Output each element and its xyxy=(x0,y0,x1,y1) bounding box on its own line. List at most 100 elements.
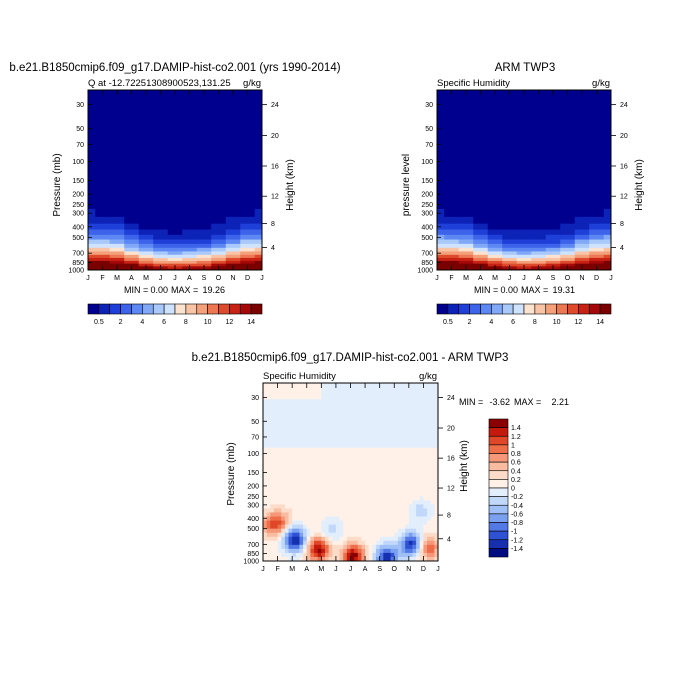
contour-cell xyxy=(531,257,547,262)
contour-cell xyxy=(361,496,366,501)
contour-cell xyxy=(292,391,297,396)
contour-cell xyxy=(284,443,289,449)
contour-cell xyxy=(277,532,282,538)
contour-cell xyxy=(390,532,395,538)
contour-cell xyxy=(390,484,395,489)
contour-cell xyxy=(350,455,355,461)
contour-cell xyxy=(361,391,366,396)
contour-cell xyxy=(138,124,154,163)
contour-cell xyxy=(281,407,286,412)
contour-cell xyxy=(299,403,304,408)
contour-cell xyxy=(266,403,271,408)
contour-cell xyxy=(574,257,590,262)
contour-cell xyxy=(516,216,532,225)
contour-cell xyxy=(412,480,417,485)
contour-cell xyxy=(473,254,489,259)
contour-cell xyxy=(423,431,428,436)
contour-cell xyxy=(299,395,304,400)
contour-cell xyxy=(317,407,322,412)
contour-cell xyxy=(284,395,289,400)
contour-cell xyxy=(303,459,308,465)
contour-cell xyxy=(368,387,373,392)
contour-cell xyxy=(397,391,402,396)
contour-cell xyxy=(310,544,315,550)
contour-cell xyxy=(270,540,275,546)
contour-cell xyxy=(372,488,377,493)
contour-cell xyxy=(357,520,362,525)
contour-cell xyxy=(263,423,268,428)
contour-cell xyxy=(288,443,293,449)
contour-cell xyxy=(292,431,297,436)
contour-cell xyxy=(430,516,435,521)
contour-cell xyxy=(124,162,140,193)
contour-cell xyxy=(419,508,424,513)
x-tick-label: J xyxy=(436,566,440,573)
contour-cell xyxy=(401,512,406,517)
x-tick-label: F xyxy=(100,275,104,282)
contour-cell xyxy=(153,192,169,210)
contour-cell xyxy=(88,162,96,193)
contour-cell xyxy=(281,443,286,449)
contour-cell xyxy=(240,223,256,230)
contour-cell xyxy=(95,254,111,259)
contour-cell xyxy=(361,463,366,469)
contour-cell xyxy=(350,467,355,473)
contour-cell xyxy=(416,504,421,509)
contour-cell xyxy=(401,447,406,453)
contour-cell xyxy=(324,476,330,481)
contour-cell xyxy=(339,447,344,453)
contour-cell xyxy=(365,492,370,497)
contour-cell xyxy=(317,455,322,461)
contour-cell xyxy=(317,467,322,473)
contour-cell xyxy=(328,548,333,554)
contour-cell xyxy=(379,512,384,517)
contour-cell xyxy=(427,540,432,546)
contour-cell xyxy=(383,403,388,408)
contour-cell xyxy=(416,455,421,461)
contour-cell xyxy=(346,403,351,408)
contour-cell xyxy=(270,447,275,453)
contour-cell xyxy=(379,403,384,408)
contour-cell xyxy=(263,399,268,404)
contour-cell xyxy=(284,447,289,453)
contour-cell xyxy=(343,512,348,517)
contour-cell xyxy=(430,544,435,550)
contour-cell xyxy=(379,415,384,420)
contour-cell xyxy=(361,500,366,505)
contour-cell xyxy=(560,239,576,245)
contour-cell xyxy=(383,540,388,546)
contour-cell xyxy=(346,443,351,449)
contour-cell xyxy=(314,528,319,534)
contour-cell xyxy=(306,447,311,453)
contour-cell xyxy=(386,544,392,550)
contour-cell xyxy=(281,504,286,509)
contour-cell xyxy=(314,439,319,445)
contour-cell xyxy=(254,239,263,245)
contour-cell xyxy=(332,540,337,546)
contour-cell xyxy=(288,387,293,392)
contour-cell xyxy=(339,512,344,517)
contour-cell xyxy=(310,472,315,477)
contour-cell xyxy=(397,492,402,497)
y-tick-label: 150 xyxy=(72,178,84,185)
contour-cell xyxy=(317,439,322,445)
contour-cell xyxy=(328,455,333,461)
contour-cell xyxy=(211,257,227,262)
contour-cell xyxy=(306,395,311,400)
contour-cell xyxy=(419,459,424,465)
contour-cell xyxy=(95,192,111,210)
contour-cell xyxy=(560,208,576,218)
contour-cell xyxy=(390,472,395,477)
contour-cell xyxy=(284,492,289,497)
contour-cell xyxy=(401,391,406,396)
contour-cell xyxy=(365,395,370,400)
contour-cell xyxy=(427,552,432,558)
contour-cell xyxy=(434,439,439,445)
contour-cell xyxy=(284,476,289,481)
contour-cell xyxy=(314,556,319,562)
contour-cell xyxy=(376,399,381,404)
contour-cell xyxy=(386,419,392,424)
contour-cell xyxy=(343,391,348,396)
contour-cell xyxy=(390,407,395,412)
contour-cell xyxy=(401,488,406,493)
